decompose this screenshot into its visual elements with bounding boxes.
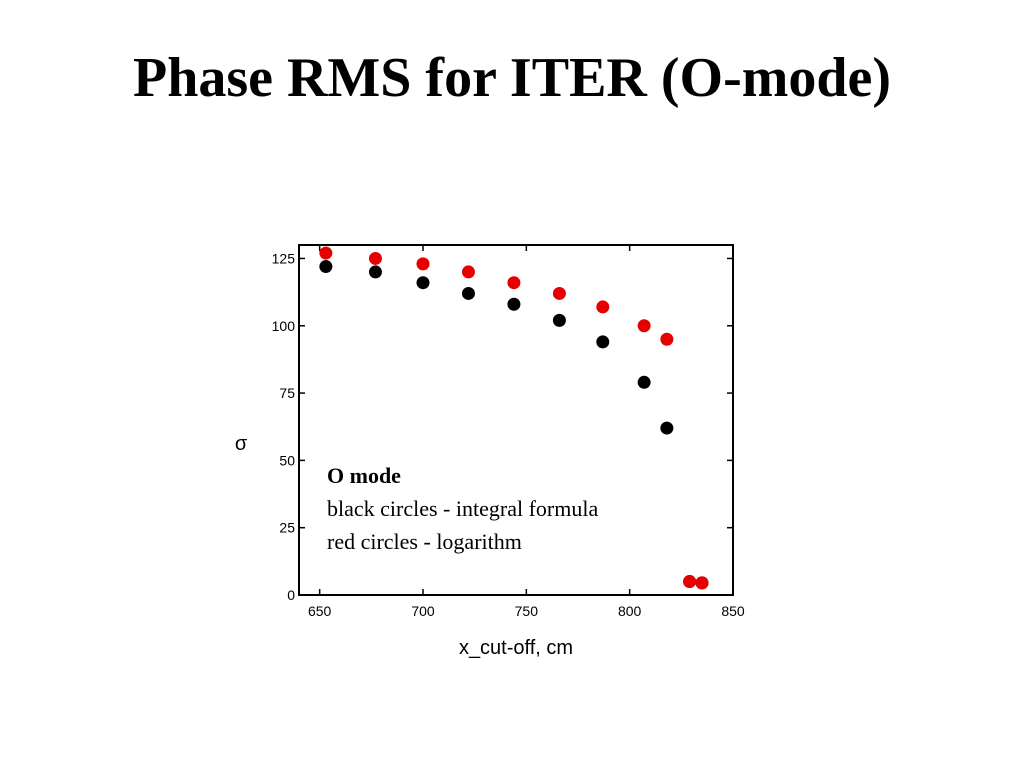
data-points (319, 246, 709, 590)
data-point (461, 286, 475, 300)
y-tick-label: 75 (279, 385, 295, 401)
y-tick-label: 50 (279, 452, 295, 468)
x-axis-title: x_cut-off, cm (459, 637, 573, 659)
annotation-line: red circles - logarithm (327, 529, 522, 554)
plot-frame (298, 244, 734, 596)
data-point (416, 257, 430, 271)
slide-title: Phase RMS for ITER (O-mode) (132, 47, 892, 109)
y-tick-label: 0 (287, 587, 295, 603)
data-point (507, 276, 521, 290)
data-point (368, 251, 382, 265)
data-point (596, 300, 610, 314)
data-point (637, 319, 651, 333)
y-tick-label: 100 (272, 318, 296, 334)
data-point (660, 332, 674, 346)
data-point (695, 576, 709, 590)
data-point (552, 313, 566, 327)
annotation-title: O mode (327, 463, 401, 488)
data-point (552, 286, 566, 300)
y-axis-title: σ (235, 433, 248, 455)
data-point (660, 421, 674, 435)
data-point (596, 335, 610, 349)
data-point (368, 265, 382, 279)
data-point (637, 375, 651, 389)
y-tick-label: 125 (272, 250, 296, 266)
x-tick-label: 650 (308, 603, 332, 619)
x-tick-label: 750 (515, 603, 539, 619)
y-tick-label: 25 (279, 520, 295, 536)
data-point (416, 276, 430, 290)
x-tick-label: 700 (411, 603, 435, 619)
data-point (461, 265, 475, 279)
data-point (683, 575, 697, 589)
x-tick-label: 850 (721, 603, 745, 619)
x-tick-label: 800 (618, 603, 642, 619)
data-point (319, 260, 333, 274)
data-point (319, 246, 333, 260)
data-point (507, 297, 521, 311)
annotation-line: black circles - integral formula (327, 496, 598, 521)
